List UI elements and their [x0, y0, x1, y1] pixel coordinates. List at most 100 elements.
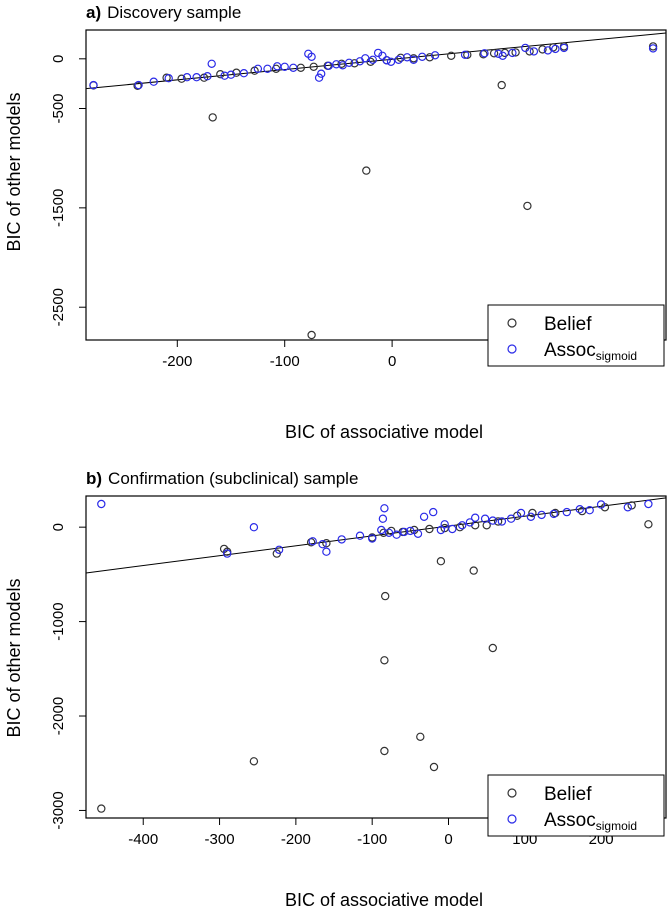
- panel-a-assoc-point: [263, 64, 272, 74]
- panel-a-belief-point: [463, 50, 472, 60]
- panel-b-assoc-point: [368, 534, 377, 543]
- panel-a-belief-point: [208, 113, 217, 122]
- panel-b-assoc-point: [448, 524, 457, 534]
- panel-a-belief-point: [523, 201, 532, 211]
- panel-b-legend-box: [487, 774, 665, 837]
- panel-b-assoc-point: [97, 499, 106, 509]
- panel-a-belief-point: [362, 166, 371, 175]
- panel-a-belief-point: [177, 74, 186, 83]
- panel-b-belief-point: [306, 538, 316, 547]
- panel-b-assoc-point: [337, 535, 346, 544]
- panel-b-x-tick-label: -200: [281, 831, 311, 848]
- panel-a-assoc-point: [253, 64, 263, 74]
- panel-b-fit-line: [85, 497, 667, 574]
- panel-b-assoc-point: [377, 525, 386, 535]
- panel-a-plot-frame: [85, 29, 667, 341]
- panel-b-y-tick-label: -1000: [50, 602, 67, 640]
- panel-b-belief-point: [429, 762, 439, 772]
- panel-b-assoc-point: [585, 506, 594, 515]
- panel-a-legend-assoc-sub: sigmoid: [596, 349, 637, 363]
- panel-a-belief-point: [511, 48, 520, 57]
- panel-b-assoc-point: [549, 509, 559, 519]
- panel-a-y-tick-label: -2500: [50, 288, 67, 326]
- panel-a-assoc-point: [498, 51, 507, 61]
- panel-a-belief-point: [216, 69, 225, 79]
- panel-a-assoc-point: [317, 69, 326, 78]
- panel-a-assoc-point: [280, 62, 289, 72]
- panel-a-title-text: Discovery sample: [107, 3, 241, 22]
- panel-b-legend-belief-label: Belief: [544, 784, 592, 805]
- panel-a-label: a): [86, 3, 101, 22]
- panel-a-belief-point: [497, 80, 506, 90]
- panel-a-y-tick-label: -500: [50, 93, 67, 123]
- panel-b-belief-point: [249, 757, 259, 766]
- panel-b-assoc-point: [506, 514, 516, 523]
- panel-a-assoc-point: [382, 56, 391, 65]
- panel-b-x-tick-label: -300: [205, 831, 235, 848]
- panel-b-assoc-point: [488, 516, 497, 525]
- panel-a-belief-point: [479, 50, 488, 59]
- panel-a-belief-point: [538, 45, 547, 54]
- panel-b-legend-assoc-marker: [507, 814, 517, 824]
- panel-b-x-tick-label: -400: [128, 831, 158, 848]
- panel-b-title-text: Confirmation (subclinical) sample: [108, 469, 358, 488]
- panel-a-assoc-point: [344, 58, 354, 68]
- panel-b-assoc-point: [516, 508, 526, 518]
- panel-b-belief-point: [528, 508, 537, 518]
- panel-b-belief-point: [380, 746, 389, 756]
- panel-a-assoc-point: [203, 71, 212, 81]
- panel-b-belief-point: [469, 566, 478, 575]
- panel-a-assoc-point: [378, 51, 387, 61]
- panel-b-legend-assoc-main: Assoc: [544, 810, 596, 831]
- panel-b-assoc-point: [644, 499, 653, 509]
- panel-b-assoc-point: [526, 512, 536, 522]
- panel-b-assoc-point: [400, 527, 409, 537]
- panel-a-assoc-point: [289, 63, 298, 73]
- panel-b-assoc-point: [222, 549, 232, 558]
- panel-a-assoc-point: [89, 80, 98, 90]
- panel-a-assoc-point: [332, 60, 341, 69]
- panel-a-y-tick-label: 0: [50, 55, 67, 63]
- panel-a-points: [89, 42, 658, 340]
- panel-a-legend: Belief Assocsigmoid: [487, 304, 665, 367]
- panel-b-x-tick-label: -100: [357, 831, 387, 848]
- panel-a-belief-point: [350, 59, 359, 68]
- panel-a-assoc-point: [648, 44, 658, 53]
- panel-a-assoc-point: [220, 71, 229, 80]
- panel-a-title: a) Discovery sample: [86, 3, 241, 22]
- panel-a-legend-belief-marker: [507, 318, 517, 328]
- panel-b-belief-point: [97, 804, 106, 813]
- panel-a-belief-point: [396, 53, 405, 63]
- panel-b-assoc-point: [308, 537, 317, 546]
- panel-b-belief-point: [381, 591, 390, 601]
- panel-confirmation-sample: b) Confirmation (subclinical) sample -400…: [4, 469, 667, 910]
- panel-a-assoc-point: [386, 57, 396, 67]
- panel-a-assoc-point: [149, 77, 158, 86]
- panel-b-assoc-point: [249, 523, 259, 532]
- panel-b-plot-frame: [85, 495, 667, 819]
- panel-b-y-axis: 0 -1000 -2000 -3000: [50, 523, 86, 830]
- panel-b-assoc-point: [406, 526, 415, 536]
- panel-b-belief-point: [380, 656, 389, 665]
- panel-b-assoc-point: [413, 529, 423, 539]
- panel-a-assoc-point: [226, 70, 236, 79]
- panel-a-legend-box: [487, 304, 665, 367]
- panel-a-assoc-point: [134, 80, 143, 90]
- panel-b-assoc-point: [436, 525, 446, 535]
- panel-b-belief-point: [493, 517, 503, 526]
- panel-b-points: [97, 499, 653, 813]
- panel-a-belief-point: [447, 51, 456, 61]
- panel-b-y-tick-label: -3000: [50, 791, 67, 829]
- panel-a-x-tick-label: 0: [388, 353, 396, 370]
- panel-a-assoc-point: [529, 47, 539, 56]
- panel-a-assoc-point: [314, 73, 324, 82]
- panel-b-assoc-point: [596, 500, 606, 509]
- panel-b-y-label: BIC of other models: [4, 578, 24, 737]
- panel-a-assoc-point: [192, 72, 201, 82]
- panel-b-legend: Belief Assocsigmoid: [487, 774, 665, 837]
- panel-b-y-tick-label: -2000: [50, 697, 67, 735]
- panel-b-assoc-point: [480, 514, 490, 523]
- panel-a-y-label: BIC of other models: [4, 92, 24, 251]
